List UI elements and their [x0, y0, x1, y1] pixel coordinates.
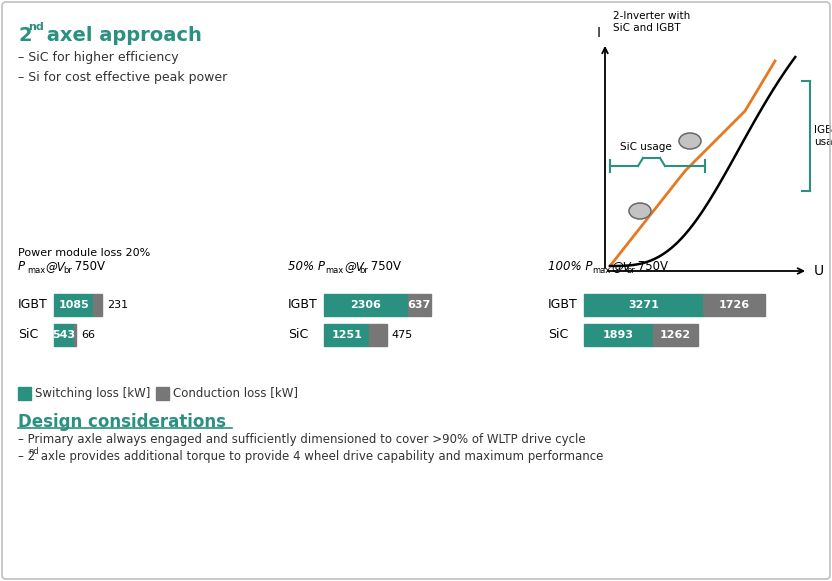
Bar — [652, 324, 698, 346]
Text: 1251: 1251 — [331, 330, 362, 340]
Bar — [584, 294, 703, 316]
Text: 100% P: 100% P — [548, 260, 592, 273]
Text: nd: nd — [28, 447, 39, 456]
Text: @V: @V — [45, 260, 65, 273]
Text: 750V: 750V — [367, 260, 401, 273]
Text: 3271: 3271 — [628, 300, 659, 310]
Text: SiC usage: SiC usage — [620, 142, 671, 152]
Text: @V: @V — [611, 260, 631, 273]
Text: 2306: 2306 — [350, 300, 381, 310]
Text: Switching loss [kW]: Switching loss [kW] — [35, 386, 151, 400]
Bar — [74, 324, 76, 346]
Bar — [324, 324, 369, 346]
Bar — [324, 294, 408, 316]
Text: – Primary axle always engaged and sufficiently dimensioned to cover >90% of WLTP: – Primary axle always engaged and suffic… — [18, 433, 586, 446]
Text: – SiC for higher efficiency: – SiC for higher efficiency — [18, 51, 179, 64]
Text: IGBT
usage: IGBT usage — [814, 125, 832, 147]
Text: 543: 543 — [52, 330, 76, 340]
Ellipse shape — [679, 133, 701, 149]
Text: Design considerations: Design considerations — [18, 413, 226, 431]
Text: @V: @V — [344, 260, 364, 273]
Text: Conduction loss [kW]: Conduction loss [kW] — [173, 386, 298, 400]
Text: 1262: 1262 — [660, 330, 691, 340]
Bar — [54, 294, 93, 316]
Text: axle provides additional torque to provide 4 wheel drive capability and maximum : axle provides additional torque to provi… — [37, 450, 603, 463]
Bar — [584, 324, 652, 346]
Text: 1726: 1726 — [718, 300, 750, 310]
Text: SiC: SiC — [18, 328, 38, 342]
Text: 637: 637 — [408, 300, 431, 310]
Text: axel approach: axel approach — [40, 26, 202, 45]
Text: max: max — [325, 266, 344, 275]
Text: 2: 2 — [18, 26, 32, 45]
Text: Power module loss 20%: Power module loss 20% — [18, 248, 151, 258]
Bar — [703, 294, 765, 316]
Bar — [18, 387, 31, 400]
Text: max: max — [592, 266, 610, 275]
Text: IGBT: IGBT — [548, 299, 577, 311]
Ellipse shape — [629, 203, 651, 219]
Text: SiC: SiC — [548, 328, 568, 342]
Text: U: U — [814, 264, 825, 278]
Bar — [93, 294, 102, 316]
Text: 2-Inverter with
SiC and IGBT: 2-Inverter with SiC and IGBT — [613, 12, 691, 33]
Bar — [156, 387, 169, 400]
Text: br: br — [63, 266, 72, 275]
Text: 750V: 750V — [71, 260, 105, 273]
Text: 1893: 1893 — [603, 330, 634, 340]
Text: 231: 231 — [106, 300, 128, 310]
Text: IGBT: IGBT — [288, 299, 318, 311]
Text: 475: 475 — [392, 330, 413, 340]
Text: – 2: – 2 — [18, 450, 35, 463]
Bar — [54, 324, 74, 346]
Text: IGBT: IGBT — [18, 299, 47, 311]
Text: – Si for cost effective peak power: – Si for cost effective peak power — [18, 71, 227, 84]
Text: SiC: SiC — [288, 328, 308, 342]
Text: 750V: 750V — [634, 260, 668, 273]
Bar — [408, 294, 431, 316]
Text: P: P — [18, 260, 25, 273]
Bar — [369, 324, 387, 346]
Text: br: br — [359, 266, 368, 275]
Text: 1085: 1085 — [58, 300, 89, 310]
Text: nd: nd — [28, 22, 44, 32]
Text: br: br — [626, 266, 635, 275]
Text: 50% P: 50% P — [288, 260, 325, 273]
Text: 66: 66 — [81, 330, 95, 340]
Text: max: max — [27, 266, 45, 275]
Text: I: I — [597, 26, 601, 40]
